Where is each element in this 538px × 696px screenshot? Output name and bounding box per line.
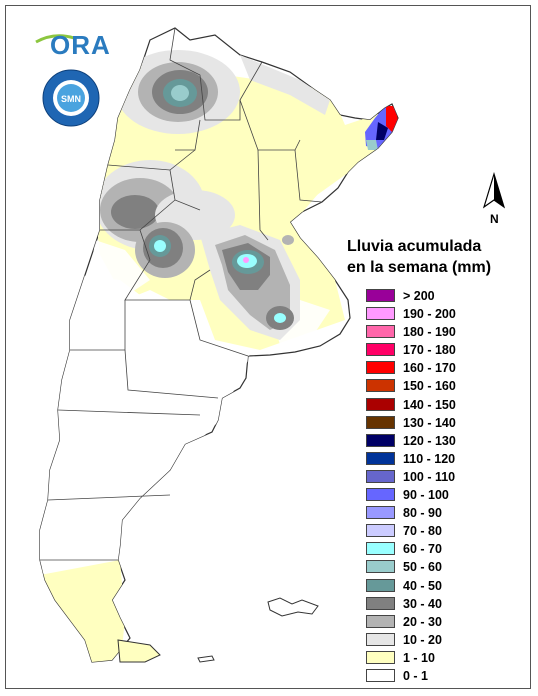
legend-label: 120 - 130 xyxy=(403,433,456,448)
legend-label: 0 - 1 xyxy=(403,668,429,683)
legend-swatch xyxy=(366,668,395,682)
legend-title: Lluvia acumulada en la semana (mm) xyxy=(347,236,527,278)
isla-de-los-estados xyxy=(197,655,215,663)
legend: > 200 190 - 200 180 - 190 170 - 180 160 - 17… xyxy=(366,287,516,685)
legend-swatch xyxy=(366,469,395,483)
legend-item: 60 - 70 xyxy=(366,540,516,558)
legend-item: 180 - 190 xyxy=(366,323,516,341)
legend-item: 70 - 80 xyxy=(366,522,516,540)
rain-zone-10-20-northeast xyxy=(240,55,330,115)
legend-item: 1 - 10 xyxy=(366,649,516,667)
rainfall-layer xyxy=(40,50,398,662)
legend-label: 70 - 80 xyxy=(403,524,442,539)
legend-label: 40 - 50 xyxy=(403,578,442,593)
legend-swatch xyxy=(366,506,395,520)
legend-swatch xyxy=(366,524,395,538)
smn-logo: SMN xyxy=(41,68,101,128)
legend-label: 180 - 190 xyxy=(403,325,456,340)
legend-item: 100 - 110 xyxy=(366,468,516,486)
ora-logo-text: ORA xyxy=(50,30,111,60)
rain-zone-misiones-light xyxy=(366,140,378,150)
legend-label: 110 - 120 xyxy=(403,451,456,466)
legend-item: 30 - 40 xyxy=(366,595,516,613)
legend-swatch xyxy=(366,650,395,664)
malvinas-islands xyxy=(267,597,319,617)
legend-item: 170 - 180 xyxy=(366,341,516,359)
legend-item: 130 - 140 xyxy=(366,414,516,432)
north-arrow-label: N xyxy=(490,212,499,226)
province-boundaries xyxy=(40,27,323,561)
legend-swatch xyxy=(366,397,395,411)
ora-logo xyxy=(34,30,104,58)
legend-item: 110 - 120 xyxy=(366,450,516,468)
rain-zone-10-20-east-spot xyxy=(282,235,294,245)
rain-zone-1-10-south xyxy=(40,560,125,662)
legend-swatch xyxy=(366,560,395,574)
legend-swatch xyxy=(366,415,395,429)
legend-label: 140 - 150 xyxy=(403,397,456,412)
legend-swatch xyxy=(366,433,395,447)
legend-swatch xyxy=(366,343,395,357)
legend-swatch xyxy=(366,289,395,302)
legend-title-line1: Lluvia acumulada xyxy=(347,238,482,255)
legend-item: 140 - 150 xyxy=(366,396,516,414)
legend-item: 150 - 160 xyxy=(366,377,516,395)
legend-item: 20 - 30 xyxy=(366,613,516,631)
legend-swatch xyxy=(366,307,395,321)
rain-zone-50-60-mendoza xyxy=(154,240,166,252)
legend-label: 60 - 70 xyxy=(403,542,442,557)
legend-swatch xyxy=(366,488,395,502)
legend-swatch xyxy=(366,596,395,610)
legend-label: 150 - 160 xyxy=(403,379,456,394)
legend-item: 50 - 60 xyxy=(366,558,516,576)
rain-zone-misiones-navy xyxy=(376,122,388,140)
legend-item: > 200 xyxy=(366,287,516,305)
legend-label: 10 - 20 xyxy=(403,632,442,647)
legend-item: 10 - 20 xyxy=(366,631,516,649)
legend-label: 1 - 10 xyxy=(403,650,435,665)
legend-label: 100 - 110 xyxy=(403,469,456,484)
legend-swatch xyxy=(366,632,395,646)
rain-zone-50-60-bsas xyxy=(274,313,286,323)
legend-item: 160 - 170 xyxy=(366,359,516,377)
legend-label: 170 - 180 xyxy=(403,343,456,358)
legend-label: 30 - 40 xyxy=(403,596,442,611)
legend-swatch xyxy=(366,578,395,592)
legend-title-line2: en la semana (mm) xyxy=(347,259,492,276)
legend-label: 130 - 140 xyxy=(403,415,456,430)
legend-swatch xyxy=(366,614,395,628)
rain-zone-0-1-patagonia xyxy=(40,270,250,575)
legend-item: 190 - 200 xyxy=(366,305,516,323)
legend-swatch xyxy=(366,542,395,556)
legend-label: 160 - 170 xyxy=(403,361,456,376)
rain-zone-30-40-center-west xyxy=(111,195,159,229)
legend-item: 90 - 100 xyxy=(366,486,516,504)
legend-item: 120 - 130 xyxy=(366,432,516,450)
legend-swatch xyxy=(366,451,395,465)
legend-item: 40 - 50 xyxy=(366,577,516,595)
legend-label: > 200 xyxy=(403,289,435,303)
legend-item: 0 - 1 xyxy=(366,667,516,685)
smn-center-text: SMN xyxy=(61,94,81,104)
legend-label: 20 - 30 xyxy=(403,614,442,629)
legend-label: 80 - 90 xyxy=(403,506,442,521)
rain-zone-gt-200-point xyxy=(243,257,249,263)
legend-swatch xyxy=(366,379,395,393)
legend-swatch xyxy=(366,361,395,375)
rain-zone-0-1-west xyxy=(90,240,150,300)
legend-label: 190 - 200 xyxy=(403,307,456,322)
rain-zone-50-60-north xyxy=(171,85,189,101)
tierra-del-fuego xyxy=(117,639,161,663)
legend-label: 90 - 100 xyxy=(403,488,449,503)
legend-swatch xyxy=(366,325,395,339)
legend-item: 80 - 90 xyxy=(366,504,516,522)
legend-label: 50 - 60 xyxy=(403,560,442,575)
north-arrow xyxy=(482,171,512,232)
